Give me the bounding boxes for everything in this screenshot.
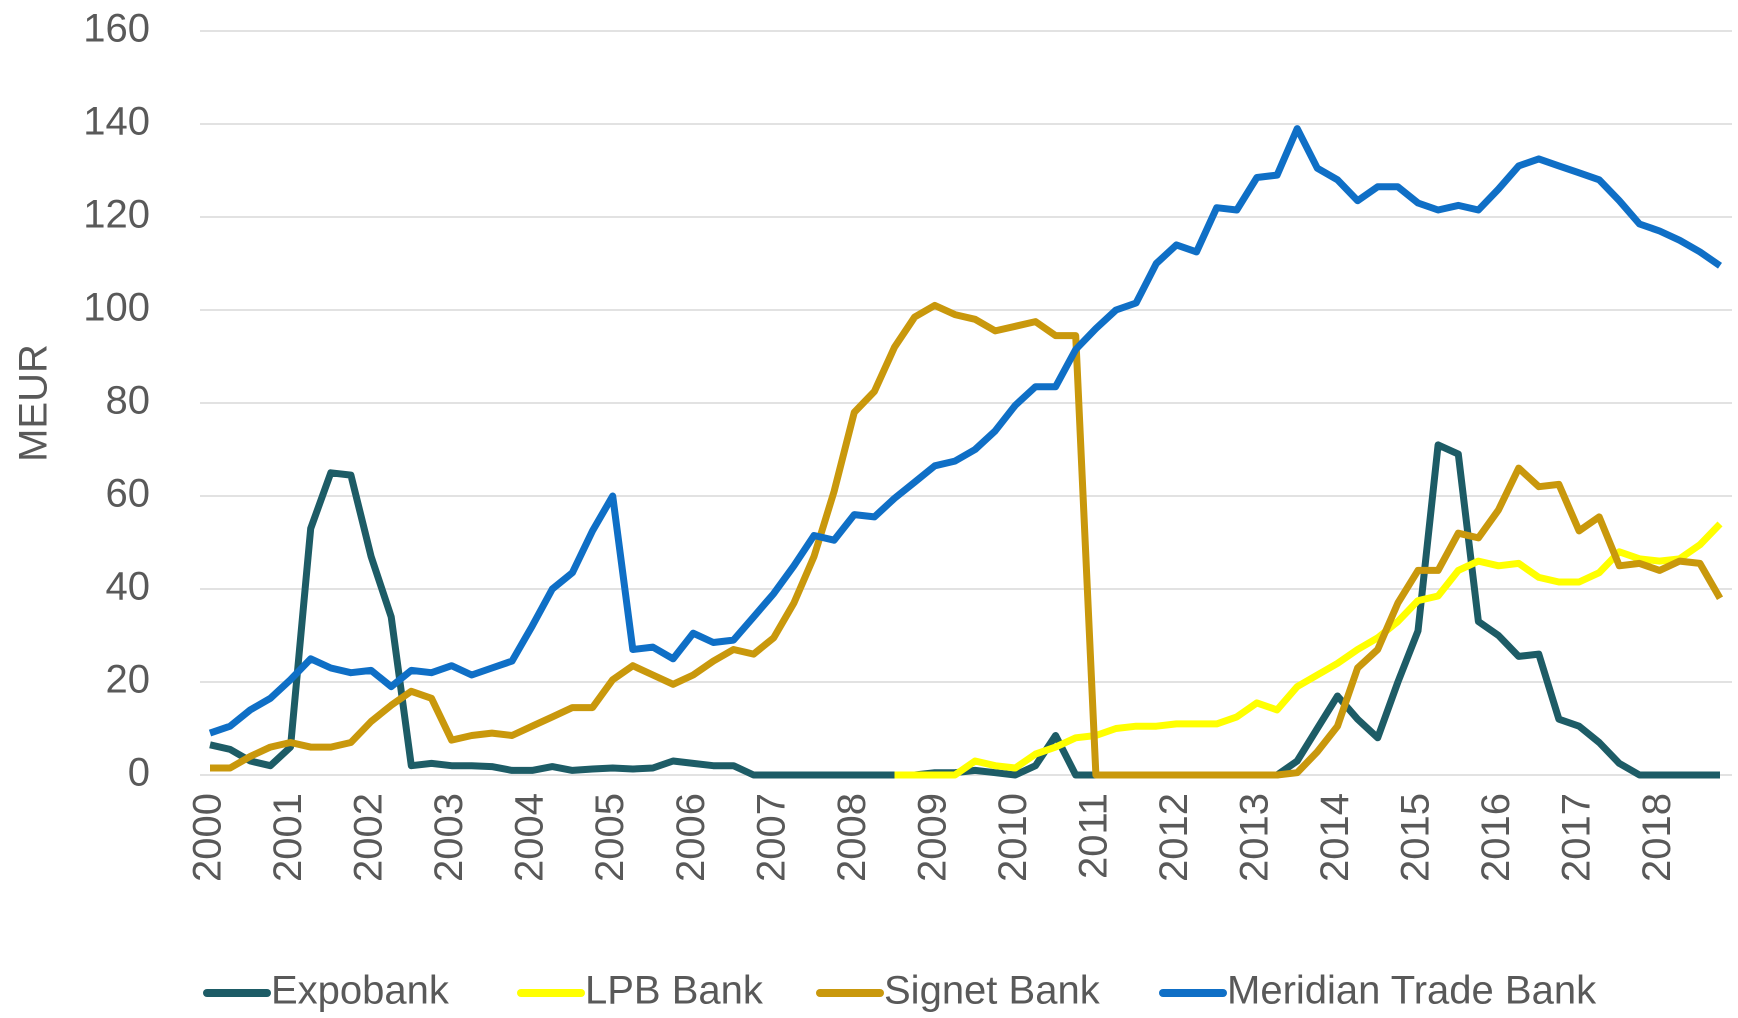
x-tick-label: 2013 [1232, 793, 1276, 882]
series-line [208, 125, 1722, 737]
y-axis-label: MEUR [12, 344, 56, 462]
y-tick-label: 40 [106, 565, 151, 609]
legend-label: Meridian Trade Bank [1227, 969, 1597, 1013]
y-tick-label: 0 [128, 751, 150, 795]
legend-label: LPB Bank [585, 969, 764, 1013]
y-tick-label: 80 [106, 379, 151, 423]
x-tick-label: 2010 [991, 793, 1035, 882]
x-tick-label: 2000 [186, 793, 230, 882]
y-tick-label: 140 [83, 100, 150, 144]
x-tick-label: 2014 [1313, 793, 1357, 882]
x-tick-label: 2018 [1635, 793, 1679, 882]
series-line [209, 441, 1720, 779]
y-tick-label: 100 [83, 286, 150, 330]
y-tick-label: 120 [83, 193, 150, 237]
series-line [210, 301, 1724, 779]
y-tick-label: 20 [106, 658, 151, 702]
x-tick-label: 2006 [669, 793, 713, 882]
x-tick-label: 2002 [347, 793, 391, 882]
legend-label: Signet Bank [884, 969, 1101, 1013]
legend-label: Expobank [271, 969, 450, 1013]
series-line [894, 521, 1723, 779]
x-tick-label: 2011 [1071, 793, 1115, 879]
x-tick-label: 2016 [1474, 793, 1518, 882]
x-tick-label: 2009 [910, 793, 954, 882]
x-tick-label: 2008 [830, 793, 874, 882]
x-tick-label: 2003 [427, 793, 471, 882]
y-tick-label: 60 [106, 472, 151, 516]
y-tick-label: 160 [83, 7, 150, 51]
x-tick-label: 2017 [1555, 793, 1599, 882]
x-tick-label: 2005 [588, 793, 632, 882]
x-tick-label: 2015 [1394, 793, 1438, 882]
x-tick-label: 2004 [508, 793, 552, 882]
x-tick-label: 2012 [1152, 793, 1196, 882]
x-tick-label: 2007 [749, 793, 793, 882]
x-tick-label: 2001 [266, 793, 310, 882]
